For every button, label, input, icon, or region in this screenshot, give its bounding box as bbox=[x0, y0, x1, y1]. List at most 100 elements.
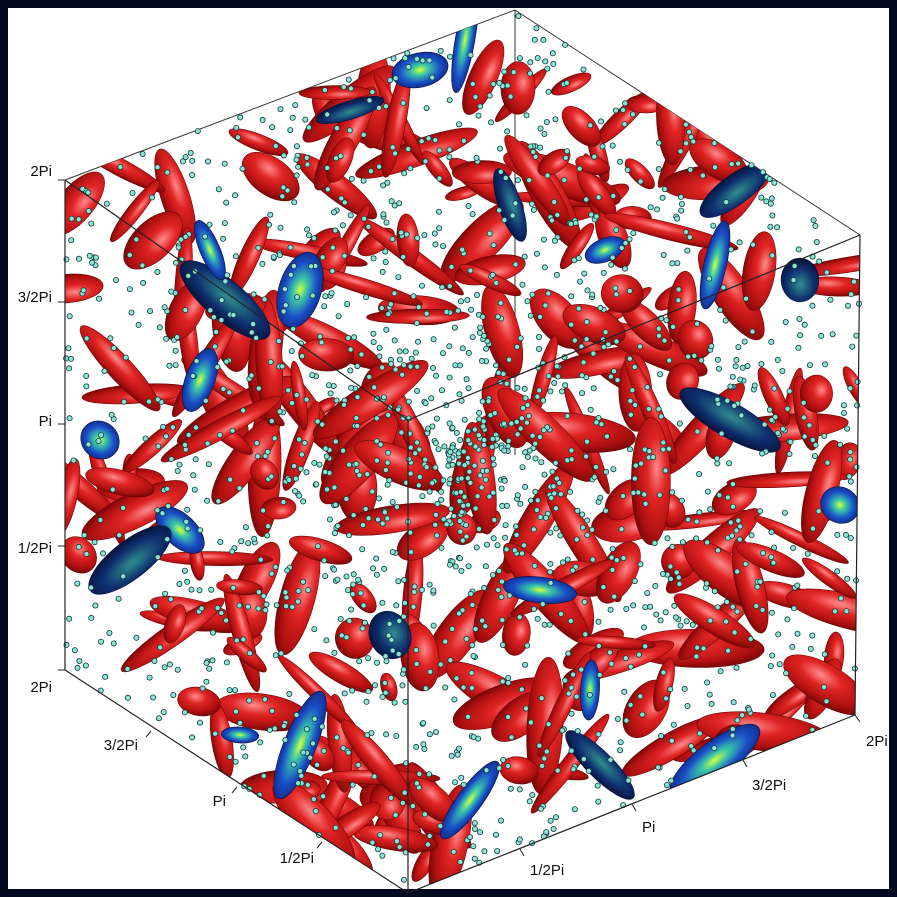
particle bbox=[350, 512, 357, 519]
particle bbox=[456, 391, 463, 398]
particle bbox=[335, 313, 342, 320]
particle bbox=[184, 506, 191, 513]
particle bbox=[150, 694, 157, 701]
particle bbox=[801, 321, 808, 328]
particle bbox=[389, 236, 396, 243]
particle bbox=[316, 461, 323, 468]
particle bbox=[386, 620, 393, 627]
particle bbox=[771, 179, 778, 186]
particle bbox=[473, 154, 480, 161]
particle bbox=[724, 494, 731, 501]
particle bbox=[614, 377, 621, 384]
red-vortex-tube bbox=[226, 636, 267, 673]
particle bbox=[164, 169, 171, 176]
particle bbox=[593, 419, 600, 426]
blue-vortex-tube bbox=[565, 730, 635, 800]
particle bbox=[706, 691, 713, 698]
particle bbox=[430, 336, 437, 343]
particle bbox=[632, 401, 639, 408]
particle bbox=[838, 595, 845, 602]
red-vortex-tube bbox=[163, 604, 187, 644]
particle bbox=[385, 449, 392, 456]
particle bbox=[479, 457, 486, 464]
particle bbox=[196, 587, 203, 594]
particle bbox=[464, 475, 471, 482]
particle bbox=[525, 412, 532, 419]
particle bbox=[711, 588, 718, 595]
particle bbox=[101, 367, 108, 374]
particle bbox=[456, 555, 463, 562]
particle bbox=[714, 455, 721, 462]
particle bbox=[301, 439, 308, 446]
particle bbox=[647, 603, 654, 610]
particle bbox=[226, 389, 233, 396]
particle bbox=[68, 215, 75, 222]
particle bbox=[330, 209, 337, 216]
particle bbox=[161, 304, 168, 311]
particle bbox=[217, 539, 224, 546]
particle bbox=[370, 339, 377, 346]
particle bbox=[115, 595, 122, 602]
particle bbox=[670, 323, 677, 330]
particle bbox=[366, 97, 373, 104]
particle bbox=[460, 684, 467, 691]
particle bbox=[98, 638, 105, 645]
red-vortex-tube bbox=[325, 137, 355, 183]
particle bbox=[476, 416, 483, 423]
particle bbox=[385, 632, 392, 639]
particle bbox=[678, 207, 685, 214]
particle bbox=[589, 291, 596, 298]
particle bbox=[221, 220, 228, 227]
particle bbox=[500, 420, 507, 427]
particle bbox=[812, 441, 819, 448]
particle bbox=[522, 661, 529, 668]
particle bbox=[537, 125, 544, 132]
particle bbox=[135, 321, 142, 328]
particle bbox=[504, 128, 511, 135]
particle bbox=[469, 211, 476, 218]
particle bbox=[454, 307, 461, 314]
red-vortex-tube bbox=[624, 158, 655, 190]
particle bbox=[506, 356, 513, 363]
particle bbox=[598, 118, 605, 125]
particle bbox=[631, 578, 638, 585]
particle bbox=[630, 111, 637, 118]
particle bbox=[498, 485, 505, 492]
particle bbox=[438, 496, 445, 503]
particle bbox=[293, 143, 300, 150]
particle bbox=[737, 376, 744, 383]
particle bbox=[490, 242, 497, 249]
particle bbox=[482, 476, 489, 483]
particle bbox=[622, 655, 629, 662]
particle bbox=[292, 102, 299, 109]
particle bbox=[85, 189, 92, 196]
particle bbox=[745, 706, 752, 713]
particle bbox=[782, 318, 789, 325]
particle bbox=[204, 497, 211, 504]
particle bbox=[405, 398, 412, 405]
particle bbox=[731, 402, 738, 409]
particle bbox=[418, 138, 425, 145]
particle bbox=[465, 428, 472, 435]
particle bbox=[300, 749, 307, 756]
particle bbox=[281, 286, 288, 293]
particle bbox=[587, 406, 594, 413]
particle bbox=[434, 500, 441, 507]
particle bbox=[319, 723, 326, 730]
particle bbox=[83, 550, 90, 557]
particle bbox=[779, 367, 786, 374]
particle bbox=[405, 146, 412, 153]
particle bbox=[446, 146, 453, 153]
particle bbox=[529, 432, 536, 439]
particle bbox=[733, 356, 740, 363]
particle bbox=[452, 362, 459, 369]
particle bbox=[694, 644, 701, 651]
particle bbox=[595, 643, 602, 650]
particle bbox=[595, 731, 602, 738]
particle bbox=[165, 503, 172, 510]
particle bbox=[385, 412, 392, 419]
particle bbox=[96, 295, 103, 302]
particle bbox=[438, 387, 445, 394]
particle bbox=[389, 549, 396, 556]
particle bbox=[787, 438, 794, 445]
